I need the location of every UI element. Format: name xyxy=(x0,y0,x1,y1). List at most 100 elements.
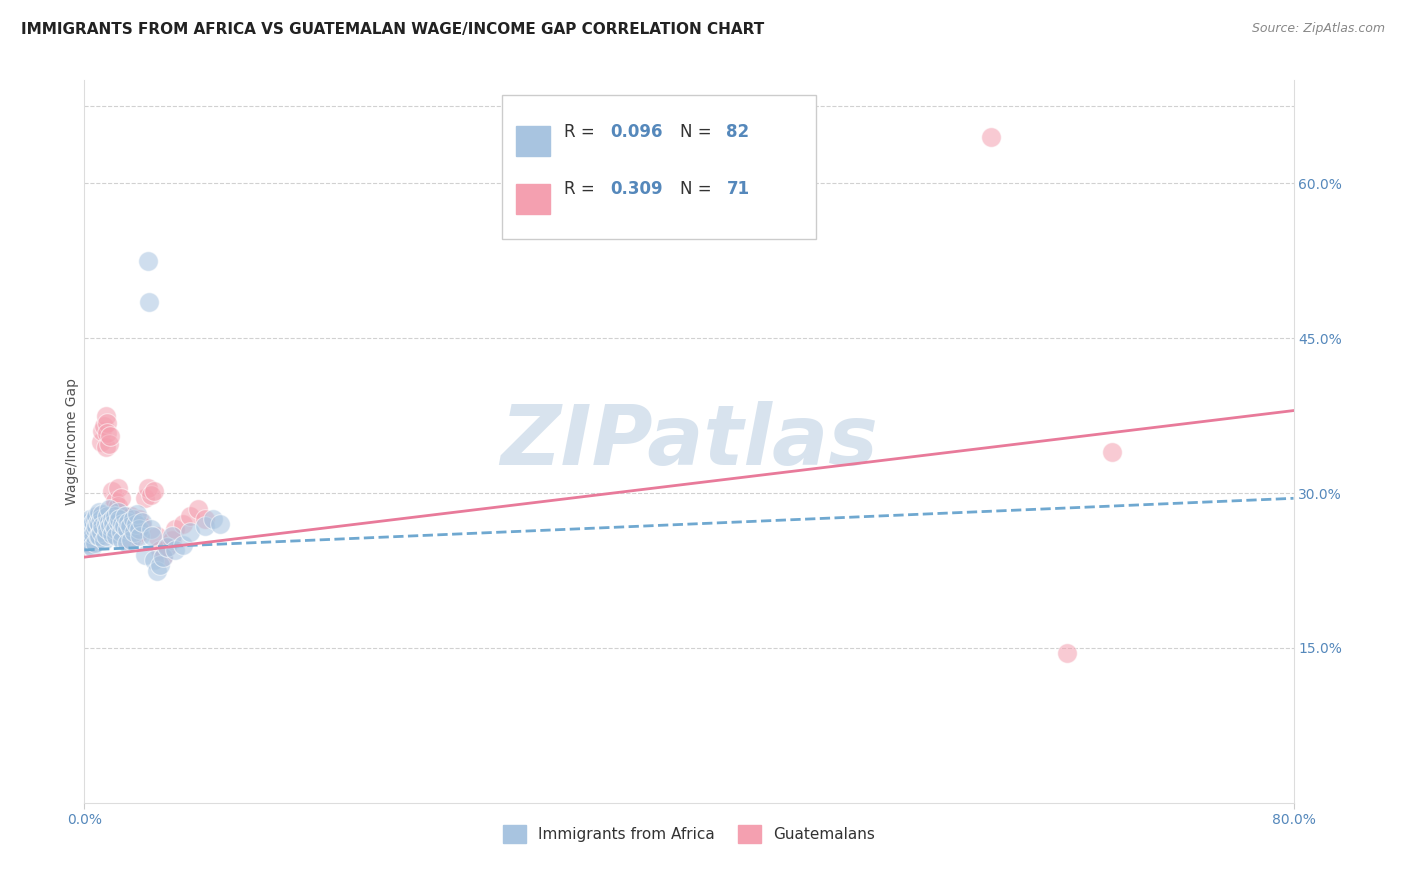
Text: 71: 71 xyxy=(727,179,749,198)
Point xyxy=(165,522,187,536)
Point xyxy=(90,529,112,543)
Point xyxy=(82,527,104,541)
Point xyxy=(86,519,108,533)
Point xyxy=(76,517,98,532)
Point xyxy=(156,540,179,554)
Point xyxy=(111,512,134,526)
Point xyxy=(100,527,122,541)
Point xyxy=(86,512,108,526)
FancyBboxPatch shape xyxy=(502,95,815,239)
Point xyxy=(101,508,124,523)
Text: N =: N = xyxy=(681,123,717,141)
Point xyxy=(127,507,149,521)
Point xyxy=(122,525,145,540)
Point xyxy=(149,558,172,573)
Point xyxy=(90,512,112,526)
Point xyxy=(96,508,118,523)
Point xyxy=(94,409,117,423)
Point xyxy=(100,501,122,516)
Point xyxy=(110,491,132,506)
Point xyxy=(112,522,135,536)
Point xyxy=(75,525,97,540)
Point xyxy=(77,522,100,536)
Point xyxy=(80,529,103,543)
Point xyxy=(160,533,183,547)
Point xyxy=(194,512,217,526)
Text: ZIPatlas: ZIPatlas xyxy=(501,401,877,482)
Point xyxy=(142,484,165,499)
Point xyxy=(105,529,128,543)
Point xyxy=(79,529,101,543)
Point xyxy=(156,540,179,554)
Point xyxy=(136,253,159,268)
Point xyxy=(201,512,224,526)
Legend: Immigrants from Africa, Guatemalans: Immigrants from Africa, Guatemalans xyxy=(496,819,882,849)
Point xyxy=(980,130,1002,145)
Point xyxy=(1101,445,1123,459)
Point xyxy=(93,419,115,434)
Point xyxy=(122,515,145,529)
Point xyxy=(91,507,114,521)
Point xyxy=(91,424,114,438)
Point xyxy=(138,295,160,310)
Point xyxy=(86,508,108,523)
Point xyxy=(107,515,129,529)
Point xyxy=(98,429,121,443)
Point xyxy=(89,517,111,532)
Point xyxy=(112,519,135,533)
Point xyxy=(80,540,103,554)
Point xyxy=(84,522,107,536)
Point xyxy=(82,515,104,529)
Point xyxy=(110,525,132,540)
Point xyxy=(80,522,103,536)
Point xyxy=(98,519,121,533)
Point xyxy=(111,533,134,547)
Point xyxy=(90,525,112,540)
Point xyxy=(77,535,100,549)
Point xyxy=(1056,646,1078,660)
Point xyxy=(79,529,101,543)
Point xyxy=(77,538,100,552)
Point xyxy=(134,491,156,506)
Text: 0.309: 0.309 xyxy=(610,179,664,198)
Point xyxy=(146,564,169,578)
Point xyxy=(94,517,117,532)
Text: R =: R = xyxy=(564,179,600,198)
Point xyxy=(152,550,174,565)
Point xyxy=(108,512,131,526)
Point xyxy=(79,512,101,526)
Point xyxy=(117,533,139,547)
Point xyxy=(179,525,201,540)
Point xyxy=(128,512,150,526)
Point xyxy=(75,533,97,547)
Point xyxy=(97,515,120,529)
Point xyxy=(187,501,209,516)
Point xyxy=(79,517,101,532)
Point xyxy=(91,519,114,533)
Point xyxy=(101,517,124,532)
Point xyxy=(87,529,110,543)
Point xyxy=(90,434,112,449)
Point xyxy=(194,519,217,533)
Point xyxy=(160,529,183,543)
Point xyxy=(76,529,98,543)
Point xyxy=(104,508,127,523)
Point xyxy=(146,529,169,543)
Point xyxy=(94,529,117,543)
Point xyxy=(87,515,110,529)
Point xyxy=(100,484,122,499)
Point xyxy=(77,522,100,536)
Point xyxy=(104,494,127,508)
Point xyxy=(89,529,111,543)
Point xyxy=(89,505,111,519)
Point xyxy=(84,535,107,549)
Text: Source: ZipAtlas.com: Source: ZipAtlas.com xyxy=(1251,22,1385,36)
Y-axis label: Wage/Income Gap: Wage/Income Gap xyxy=(65,378,79,505)
Point xyxy=(93,533,115,547)
Point xyxy=(120,508,142,523)
Point xyxy=(149,542,172,557)
FancyBboxPatch shape xyxy=(516,184,550,214)
Point xyxy=(89,508,111,523)
Point xyxy=(100,512,122,526)
Point xyxy=(127,519,149,533)
